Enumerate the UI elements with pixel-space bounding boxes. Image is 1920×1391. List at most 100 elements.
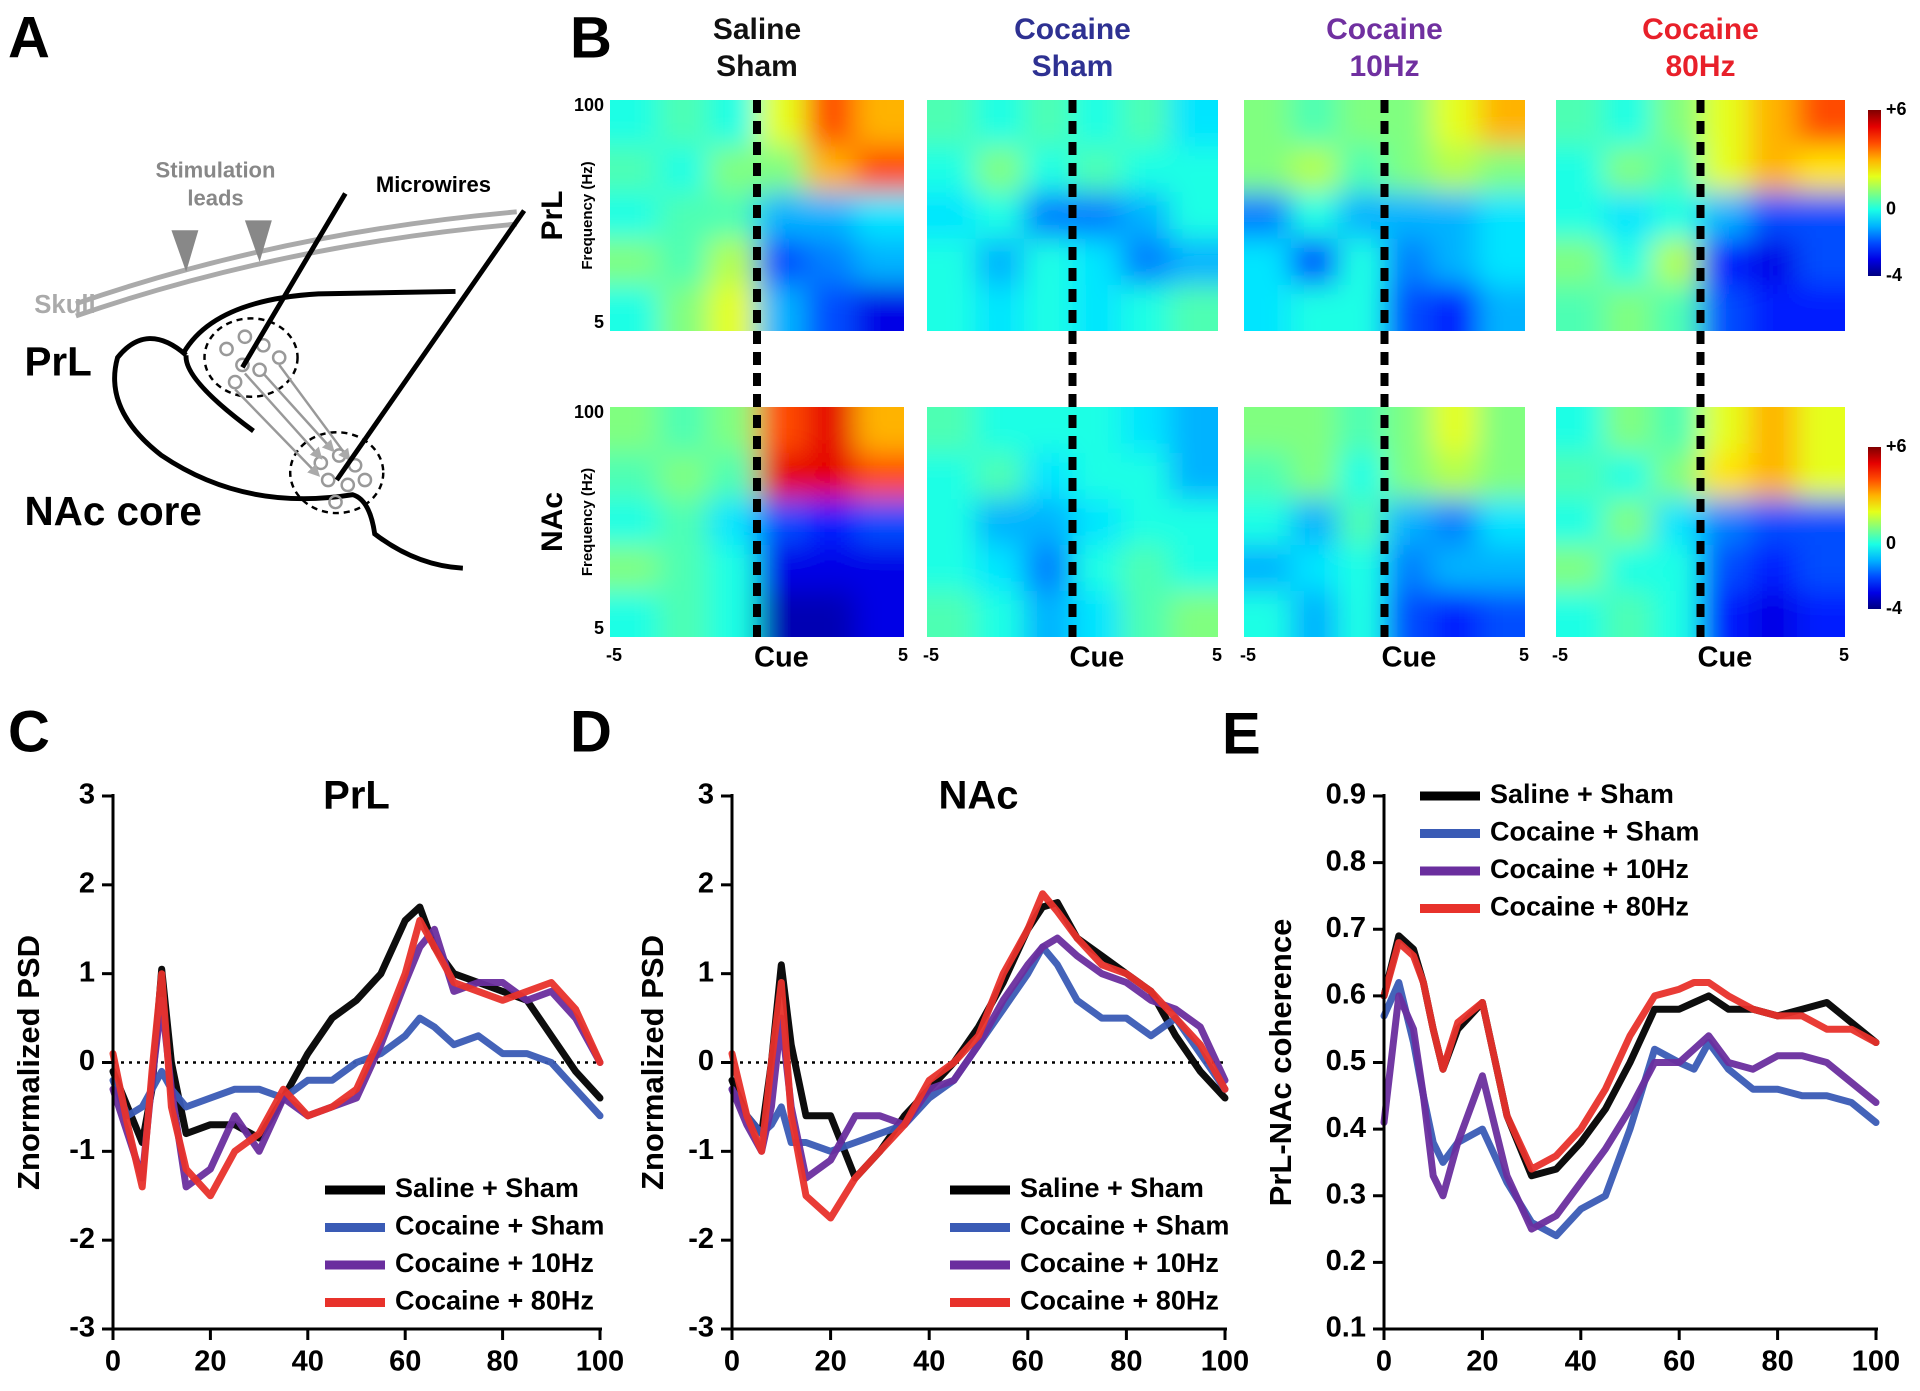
heatmap-cell xyxy=(1478,453,1525,500)
heatmap-cell xyxy=(806,407,856,454)
heatmap-cell xyxy=(855,192,904,240)
heatmap-cell xyxy=(1072,238,1122,286)
heatmap-cell xyxy=(855,545,904,592)
heatmap-cell xyxy=(855,453,904,500)
y-axis-label: Frequency (Hz) xyxy=(579,161,596,269)
x-tick-label: 20 xyxy=(194,1346,226,1378)
x-tick-label: Cue xyxy=(1382,642,1437,674)
heatmap-cell xyxy=(1431,238,1479,286)
heatmap-cell xyxy=(1121,545,1170,592)
heatmap-cell xyxy=(1652,591,1701,637)
heatmap-cell xyxy=(1700,192,1750,240)
heatmap-cell xyxy=(1384,238,1432,286)
heatmap-cell xyxy=(659,100,709,147)
heatmap-cell xyxy=(1337,545,1385,592)
heatmap-cell xyxy=(1604,146,1653,193)
x-tick-label: 20 xyxy=(814,1346,846,1378)
heatmap-cells xyxy=(1556,407,1845,637)
heatmap-cell xyxy=(1244,238,1292,286)
legend-label: Saline + Sham xyxy=(1490,779,1674,809)
heatmap-cell xyxy=(927,499,976,546)
y-tick-label: -3 xyxy=(69,1312,95,1344)
y-tick-label: -3 xyxy=(688,1312,714,1344)
heatmap-cell xyxy=(1024,545,1073,592)
x-tick-label: Cue xyxy=(1698,642,1753,674)
heatmap-cells xyxy=(927,407,1218,637)
heatmap-cell xyxy=(1337,453,1385,500)
heatmap-cell xyxy=(1478,407,1525,454)
heatmap-cell xyxy=(855,238,904,286)
heatmap-cell xyxy=(610,100,660,147)
heatmap-cell xyxy=(757,407,807,454)
x-tick-label: Cue xyxy=(1070,642,1125,674)
heatmap-cell xyxy=(610,453,660,500)
heatmap-cell xyxy=(1384,100,1432,147)
heatmap-cell xyxy=(1169,407,1218,454)
x-tick-label: 0 xyxy=(724,1346,740,1378)
x-tick-label: 5 xyxy=(1212,645,1222,665)
series-line xyxy=(1380,939,1880,1173)
legend-label: Cocaine + 80Hz xyxy=(1490,892,1689,922)
heatmap-cell xyxy=(1072,100,1122,147)
heatmap-cell xyxy=(1700,545,1750,592)
heatmap-cell xyxy=(855,591,904,637)
heatmap-cell xyxy=(1748,545,1798,592)
heatmap-cell xyxy=(1244,407,1292,454)
y-tick-label: 3 xyxy=(698,779,714,811)
series-line xyxy=(109,916,604,1200)
heatmap-cell xyxy=(659,545,709,592)
heatmap-cell xyxy=(1431,100,1479,147)
legend-label: Cocaine + Sham xyxy=(395,1211,604,1241)
colorbar xyxy=(1868,447,1881,609)
microwire xyxy=(334,209,527,482)
heatmap-cell xyxy=(757,453,807,500)
x-tick-label: 60 xyxy=(1663,1346,1695,1378)
heatmap-cell xyxy=(757,591,807,637)
heatmap-cell xyxy=(1556,591,1605,637)
heatmap-cell xyxy=(1604,499,1653,546)
series-line xyxy=(109,925,604,1191)
heatmap-cell xyxy=(806,192,856,240)
chart-title: NAc xyxy=(938,774,1018,818)
heatmap-cell xyxy=(1604,238,1653,286)
y-tick-label: 2 xyxy=(79,867,95,899)
y-tick-label: 0.4 xyxy=(1326,1112,1366,1144)
diagram: Stimulation leads Microwires Skull PrL N… xyxy=(24,157,527,571)
y-tick-label: 0.1 xyxy=(1326,1312,1366,1344)
column-title: Sham xyxy=(1032,50,1114,83)
heatmap-cell xyxy=(610,499,660,546)
heatmap-cell xyxy=(708,407,758,454)
heatmap-cell xyxy=(927,100,976,147)
heatmap-cell xyxy=(1244,499,1292,546)
heatmap-cell xyxy=(1700,238,1750,286)
y-tick-label: 0.7 xyxy=(1326,912,1366,944)
row-label: NAc xyxy=(536,492,569,552)
colorbar xyxy=(1868,110,1881,276)
heatmap-cell xyxy=(1290,407,1339,454)
panel-label: A xyxy=(8,5,50,70)
heatmap-cell xyxy=(1556,100,1605,147)
heatmap-cell xyxy=(1700,407,1750,454)
heatmap-cells xyxy=(1556,100,1845,331)
heatmap-cells xyxy=(1244,100,1525,331)
heatmap-cell xyxy=(1604,192,1653,240)
heatmap-cell xyxy=(1384,453,1432,500)
heatmap-cell xyxy=(927,284,976,331)
heatmap-cell xyxy=(1556,146,1605,193)
colorbar-tick-label: 0 xyxy=(1886,198,1896,218)
heatmap-cell xyxy=(708,591,758,637)
legend-label: Cocaine + 10Hz xyxy=(395,1248,594,1278)
heatmap-cell xyxy=(1072,146,1122,193)
heatmap xyxy=(927,100,1218,331)
heatmap-cell xyxy=(1748,146,1798,193)
panel-label: B xyxy=(570,5,612,70)
heatmap-cell xyxy=(1337,192,1385,240)
heatmap-cell xyxy=(1244,545,1292,592)
x-tick-label: 100 xyxy=(576,1346,624,1378)
heatmap-cell xyxy=(975,192,1025,240)
column-title: Cocaine xyxy=(1326,13,1443,46)
heatmap-cell xyxy=(610,284,660,331)
heatmap-cell xyxy=(1748,284,1798,331)
heatmap xyxy=(610,100,904,331)
